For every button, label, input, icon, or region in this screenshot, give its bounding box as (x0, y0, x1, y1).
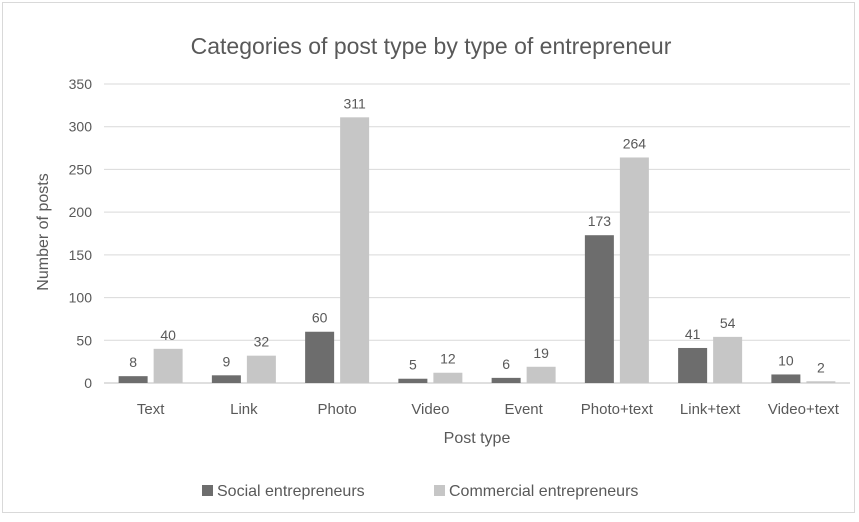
x-axis-ticks: Text Link Photo Video Event Photo+text Link+te… (137, 401, 840, 418)
bar-social (771, 374, 801, 383)
data-label: 9 (222, 353, 230, 369)
data-label: 12 (440, 351, 456, 367)
y-tick-label: 350 (69, 76, 93, 92)
data-labels: 8 40 9 32 60 311 5 12 6 19 173 264 41 54 10 2 (129, 95, 825, 375)
bar-commercial (153, 348, 183, 383)
x-axis-label: Post type (444, 430, 511, 447)
bar-commercial (433, 372, 463, 383)
y-tick-label: 300 (69, 119, 93, 135)
bar-commercial (526, 366, 556, 383)
data-label: 41 (685, 326, 701, 342)
legend-swatch (434, 485, 445, 496)
y-tick-label: 200 (69, 204, 93, 220)
chart-title: Categories of post type by type of entre… (191, 33, 672, 59)
data-label: 6 (502, 356, 510, 372)
data-label: 311 (343, 95, 366, 111)
bars (118, 117, 836, 384)
bar-social (491, 377, 521, 383)
data-label: 54 (720, 315, 736, 331)
legend: Social entrepreneurs Commercial entrepren… (202, 483, 638, 500)
y-tick-label: 100 (69, 290, 93, 306)
data-label: 40 (160, 327, 176, 343)
bar-commercial (713, 336, 743, 383)
bar-commercial (340, 117, 370, 384)
data-label: 32 (254, 334, 270, 350)
x-tick-label: Link (230, 401, 258, 418)
data-label: 19 (533, 345, 549, 361)
x-tick-label: Text (137, 401, 165, 418)
data-label: 60 (312, 310, 328, 326)
y-tick-label: 150 (69, 247, 93, 263)
bar-commercial (619, 157, 649, 383)
data-label: 5 (409, 357, 417, 373)
y-tick-label: 50 (76, 332, 92, 348)
x-tick-label: Video+text (768, 401, 840, 418)
x-tick-label: Event (504, 401, 543, 418)
data-label: 264 (623, 135, 647, 151)
chart-frame (2, 2, 855, 513)
bar-social (584, 235, 614, 383)
data-label: 8 (129, 354, 137, 370)
x-tick-label: Link+text (680, 401, 741, 418)
y-axis-ticks: 0 50 100 150 200 250 300 350 (69, 76, 93, 391)
x-tick-label: Photo+text (581, 401, 654, 418)
x-tick-label: Photo (318, 401, 357, 418)
data-label: 2 (817, 359, 825, 375)
legend-label: Commercial entrepreneurs (449, 483, 638, 500)
x-tick-label: Video (411, 401, 449, 418)
bar-commercial (246, 355, 276, 383)
bar-commercial (806, 381, 836, 383)
legend-swatch (202, 485, 213, 496)
bar-social (305, 331, 335, 383)
bar-social (118, 376, 148, 383)
bar-social (398, 378, 428, 383)
y-tick-label: 250 (69, 161, 93, 177)
y-tick-label: 0 (84, 375, 92, 391)
legend-label: Social entrepreneurs (217, 483, 365, 500)
data-label: 10 (778, 352, 794, 368)
bar-social (211, 375, 241, 383)
data-label: 173 (588, 213, 612, 229)
y-axis-label: Number of posts (35, 173, 52, 290)
bar-social (678, 347, 708, 383)
